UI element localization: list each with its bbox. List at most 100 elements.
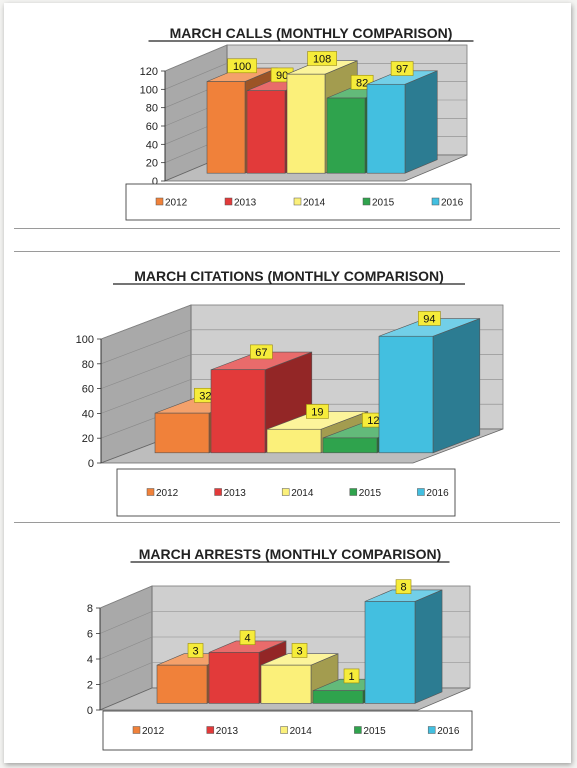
y-tick-label: 100	[76, 334, 94, 346]
legend-swatch-2016	[431, 197, 440, 206]
legend-label-2015: 2015	[363, 726, 386, 737]
y-tick-label: 100	[140, 84, 158, 96]
grid-line	[99, 662, 153, 685]
data-label: 1	[348, 671, 354, 683]
bar-front	[266, 428, 322, 454]
y-tick-label: 60	[82, 384, 94, 396]
legend-swatch-2012	[155, 197, 164, 206]
bar-front	[154, 412, 210, 454]
y-tick-label: 4	[87, 654, 93, 666]
legend-swatch-2012	[146, 488, 155, 496]
y-tick-label: 80	[146, 103, 158, 115]
data-label-box	[239, 630, 256, 645]
bar-front	[322, 437, 378, 454]
data-label: 4	[244, 633, 250, 645]
section-divider	[14, 228, 560, 229]
data-label: 94	[423, 313, 435, 325]
y-tick-label: 8	[87, 603, 93, 615]
bar-2015: 1	[312, 668, 391, 704]
bar-front	[286, 73, 326, 174]
bar-front	[208, 652, 260, 704]
data-label: 82	[356, 77, 368, 89]
grid-line	[100, 304, 192, 340]
data-label: 3	[192, 645, 198, 657]
y-tick-label: 40	[146, 139, 158, 151]
grid-line	[100, 354, 192, 389]
legend-swatch-2015	[362, 197, 371, 206]
bar-front	[246, 90, 286, 174]
y-tick-label: 60	[146, 121, 158, 133]
legend-swatch-2015	[349, 488, 358, 496]
legend-swatch-2016	[417, 488, 425, 496]
grid-line	[99, 611, 153, 634]
data-label-box	[227, 58, 257, 74]
data-label: 67	[255, 347, 267, 359]
y-tick-label: 80	[82, 359, 94, 371]
legend-label-2013: 2013	[234, 198, 257, 209]
data-label: 90	[276, 70, 288, 82]
data-label: 3	[296, 645, 302, 657]
legend-label-2013: 2013	[224, 488, 247, 499]
bar-front	[312, 690, 364, 704]
legend-swatch-2014	[293, 197, 302, 206]
bar-front	[378, 335, 434, 454]
legend-swatch-2013	[224, 197, 233, 206]
bar-front	[206, 81, 246, 174]
data-label: 12	[367, 415, 379, 427]
y-tick-label: 2	[87, 680, 93, 692]
data-label-box	[307, 51, 337, 66]
grid-line	[164, 63, 228, 90]
legend-label-2012: 2012	[142, 726, 165, 737]
y-tick-label: 0	[88, 458, 94, 470]
y-tick-label: 20	[146, 158, 158, 170]
legend-label-2014: 2014	[291, 488, 314, 499]
data-label-box	[390, 61, 414, 76]
legend-swatch-2015	[354, 726, 362, 734]
data-label-box	[418, 311, 441, 326]
legend-label-2016: 2016	[426, 488, 449, 499]
y-tick-label: 0	[87, 705, 93, 717]
grid-line	[99, 636, 153, 660]
grid-line	[100, 329, 192, 365]
legend-label-2014: 2014	[290, 726, 313, 737]
bar-2016: 8	[364, 579, 443, 704]
bar-front	[210, 369, 266, 454]
data-label-box	[395, 579, 412, 594]
section-divider	[14, 251, 560, 252]
legend-swatch-2014	[280, 726, 288, 734]
y-tick-label: 6	[87, 629, 93, 641]
legend-label-2016: 2016	[441, 198, 464, 209]
grid-line	[100, 379, 192, 414]
legend-label-2013: 2013	[216, 726, 239, 737]
bar-front	[326, 97, 366, 174]
y-tick-label: 0	[152, 176, 158, 188]
chart-title: MARCH CALLS (MONTHLY COMPARISON)	[170, 25, 453, 41]
legend-label-2012: 2012	[156, 488, 179, 499]
legend-swatch-2013	[214, 488, 222, 496]
y-tick-label: 120	[140, 66, 158, 78]
data-label: 32	[199, 390, 211, 402]
data-label-box	[187, 643, 204, 658]
data-label-box	[306, 404, 329, 419]
section-divider	[14, 522, 560, 523]
legend-label-2015: 2015	[359, 488, 382, 499]
bar-2016: 97	[366, 61, 438, 174]
bar-front	[156, 664, 208, 704]
grid-line	[164, 44, 228, 72]
bar-2016: 94	[378, 311, 481, 454]
data-label-box	[250, 344, 273, 360]
data-label: 100	[233, 61, 251, 73]
data-label: 8	[400, 582, 406, 594]
legend-swatch-2016	[427, 726, 436, 734]
grid-line	[99, 585, 153, 609]
data-label: 97	[396, 64, 408, 76]
legend-swatch-2013	[206, 726, 215, 734]
chart-title: MARCH CITATIONS (MONTHLY COMPARISON)	[134, 268, 444, 284]
bar-front	[366, 83, 406, 174]
bar-front	[364, 601, 416, 704]
legend-label-2012: 2012	[165, 198, 188, 209]
bar-side	[414, 589, 443, 704]
legend-label-2016: 2016	[437, 726, 460, 737]
